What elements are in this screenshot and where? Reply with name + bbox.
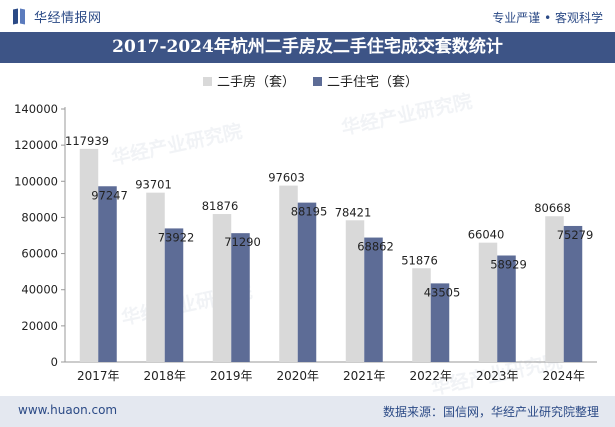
data-label: 88195	[291, 205, 328, 219]
bar	[563, 225, 583, 362]
data-label: 66040	[468, 228, 505, 242]
footer-website[interactable]: www.huaon.com	[18, 403, 118, 417]
logo[interactable]: 华经情报网	[12, 7, 102, 26]
data-label: 97247	[91, 188, 128, 202]
bar	[430, 283, 450, 362]
bar	[545, 216, 564, 362]
bar	[345, 220, 365, 362]
data-label: 97603	[268, 171, 305, 185]
footer: www.huaon.com 数据来源：国信网，华经产业研究院整理	[0, 396, 615, 427]
logo-icon	[12, 7, 28, 25]
x-tick-label: 2021年	[343, 369, 386, 383]
bar	[79, 148, 99, 362]
logo-text: 华经情报网	[34, 10, 102, 26]
y-tick-label: 120000	[14, 138, 58, 152]
data-label: 73922	[158, 230, 195, 244]
bars	[79, 148, 583, 362]
y-tick-label: 80000	[21, 210, 58, 224]
chart-title: 2017-2024年杭州二手房及二手住宅成交套数统计	[112, 37, 503, 57]
data-label: 93701	[135, 178, 172, 192]
data-label: 58929	[490, 258, 527, 272]
legend-swatch	[313, 77, 322, 86]
legend-swatch	[203, 77, 212, 86]
legend-label: 二手住宅（套）	[327, 74, 418, 90]
bar	[279, 185, 298, 362]
bar	[497, 255, 516, 362]
data-label: 68862	[357, 240, 394, 254]
slogan: 专业严谨 • 客观科学	[492, 11, 603, 25]
x-tick-label: 2020年	[276, 369, 319, 383]
bar	[412, 268, 431, 362]
bar-chart: 二手房（套） 二手住宅（套） 0 20000 40000 60000 80000 10000…	[14, 74, 597, 383]
x-tick-label: 2022年	[409, 369, 452, 383]
data-label: 81876	[202, 199, 239, 213]
x-tick-label: 2017年	[77, 369, 120, 383]
y-tick-label: 100000	[14, 174, 58, 188]
data-label: 43505	[424, 285, 461, 299]
bar	[212, 214, 232, 362]
data-labels: 117939 93701 81876 97603 78421 51876 66040 8066…	[65, 134, 593, 300]
bar	[364, 237, 383, 362]
x-tick-label: 2023年	[476, 369, 519, 383]
data-label: 51876	[401, 253, 438, 267]
footer-source: 数据来源：国信网，华经产业研究院整理	[382, 405, 599, 419]
x-tick-label: 2019年	[210, 369, 253, 383]
title-bar: 2017-2024年杭州二手房及二手住宅成交套数统计	[0, 32, 615, 63]
data-label: 71290	[224, 235, 261, 249]
x-axis: 2017年 2018年 2019年 2020年 2021年 2022年 2023年 2024年	[65, 361, 597, 383]
bar	[231, 233, 250, 362]
y-tick-label: 0	[51, 355, 58, 369]
data-label: 80668	[534, 201, 571, 215]
legend: 二手房（套） 二手住宅（套）	[203, 74, 418, 90]
y-tick-label: 60000	[21, 247, 58, 261]
legend-label: 二手房（套）	[217, 74, 295, 90]
y-tick-label: 140000	[14, 102, 58, 116]
bar	[478, 242, 498, 362]
bar	[297, 202, 317, 362]
top-bar: 华经情报网 专业严谨 • 客观科学	[0, 0, 615, 32]
y-axis: 0 20000 40000 60000 80000 100000 120000 140000	[14, 102, 66, 369]
bar	[164, 228, 184, 362]
data-label: 78421	[335, 205, 372, 219]
x-tick-label: 2018年	[143, 369, 186, 383]
bar	[146, 192, 165, 362]
y-tick-label: 40000	[21, 283, 58, 297]
bar	[98, 186, 117, 362]
x-tick-label: 2024年	[542, 369, 585, 383]
y-tick-label: 20000	[21, 319, 58, 333]
data-label: 75279	[557, 228, 594, 242]
data-label: 117939	[65, 134, 109, 148]
